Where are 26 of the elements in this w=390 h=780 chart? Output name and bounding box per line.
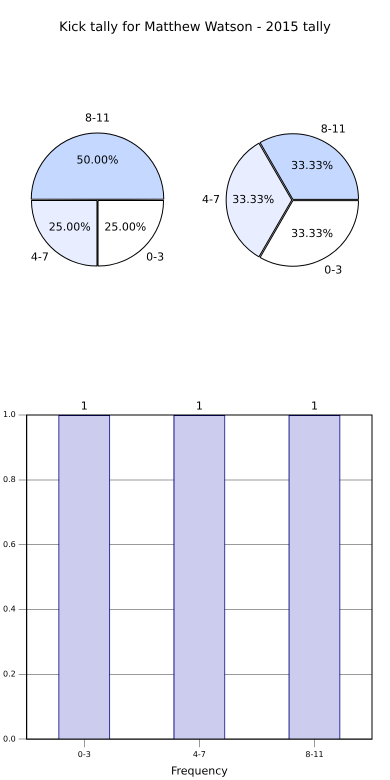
slice-label: 8-11 <box>320 122 346 136</box>
x-tick-label: 0-3 <box>78 750 91 760</box>
data-label: 33.33% <box>291 158 334 172</box>
slice-label: 4-7 <box>202 192 220 206</box>
data-label: 1 <box>310 399 318 412</box>
text: Kick tally for Matthew Watson - 2015 tally <box>58 20 332 35</box>
y-tick-label: 0.4 <box>2 604 16 614</box>
slice-label: 0-3 <box>324 263 342 276</box>
y-tick-label: 0.2 <box>2 669 16 678</box>
data-label: 25.00% <box>48 220 91 234</box>
x-tick-label: 4-7 <box>192 750 206 760</box>
y-tick-label: 0.0 <box>2 734 16 744</box>
data-label: 1 <box>80 399 88 412</box>
slice-label: 0-3 <box>146 250 164 264</box>
data-label: 33.33% <box>291 226 334 240</box>
y-tick-label: 0.8 <box>2 474 16 484</box>
data-label: 33.33% <box>232 192 274 206</box>
x-tick-label: 8-11 <box>305 750 324 760</box>
data-label: 50.00% <box>76 154 118 167</box>
y-tick-label: 1.0 <box>2 410 16 420</box>
data-label: 1 <box>196 399 203 412</box>
y-tick-label: 0.6 <box>2 540 16 549</box>
slice-label: 8-11 <box>85 111 110 124</box>
data-label: 25.00% <box>104 220 146 234</box>
slice-label: 4-7 <box>30 250 49 264</box>
x-axis-title: Frequency <box>170 764 228 778</box>
